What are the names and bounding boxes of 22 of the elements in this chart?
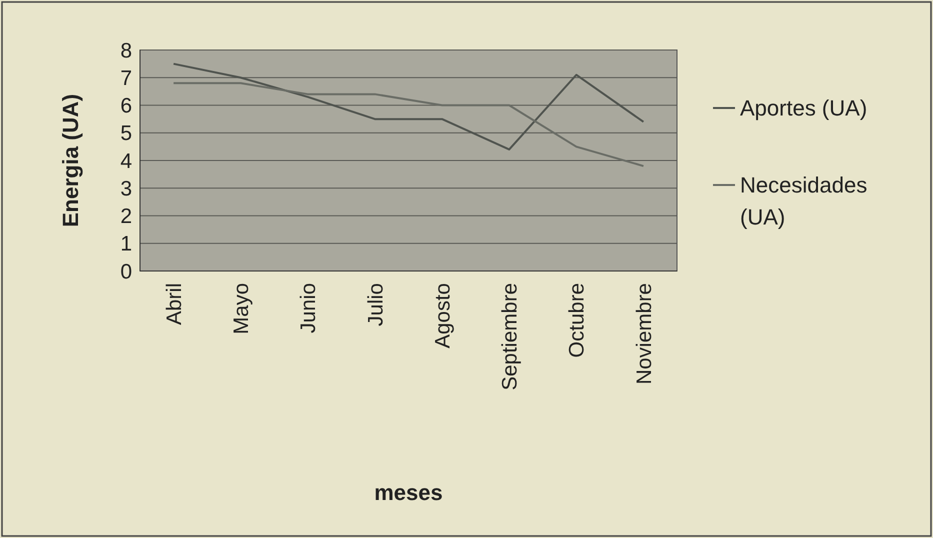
y-tick-label: 2	[120, 205, 132, 228]
y-tick-label: 6	[120, 94, 132, 118]
x-axis-title: meses	[374, 480, 443, 505]
x-tick-label: Septiembre	[498, 283, 522, 390]
x-tick-label: Mayo	[230, 283, 254, 334]
x-tick-label: Abril	[162, 283, 186, 326]
x-tick-label: Julio	[364, 283, 388, 326]
y-tick-label: 0	[120, 260, 132, 284]
x-tick-label: Noviembre	[632, 283, 656, 385]
legend-label: Aportes (UA)	[740, 96, 868, 121]
y-axis-title: Energia (UA)	[58, 94, 83, 228]
x-tick-label: Octubre	[566, 283, 589, 358]
y-tick-label: 5	[120, 122, 132, 146]
y-tick-label: 7	[120, 66, 132, 90]
y-tick-label: 4	[120, 150, 132, 173]
y-tick-label: 3	[120, 177, 132, 200]
y-tick-label: 8	[120, 39, 132, 62]
y-tick-label: 1	[120, 232, 132, 256]
line-series	[172, 82, 644, 168]
x-tick-label: Junio	[297, 283, 320, 334]
legend-label: Necesidades (UA)	[740, 172, 868, 230]
x-tick-label: Agosto	[431, 283, 454, 348]
